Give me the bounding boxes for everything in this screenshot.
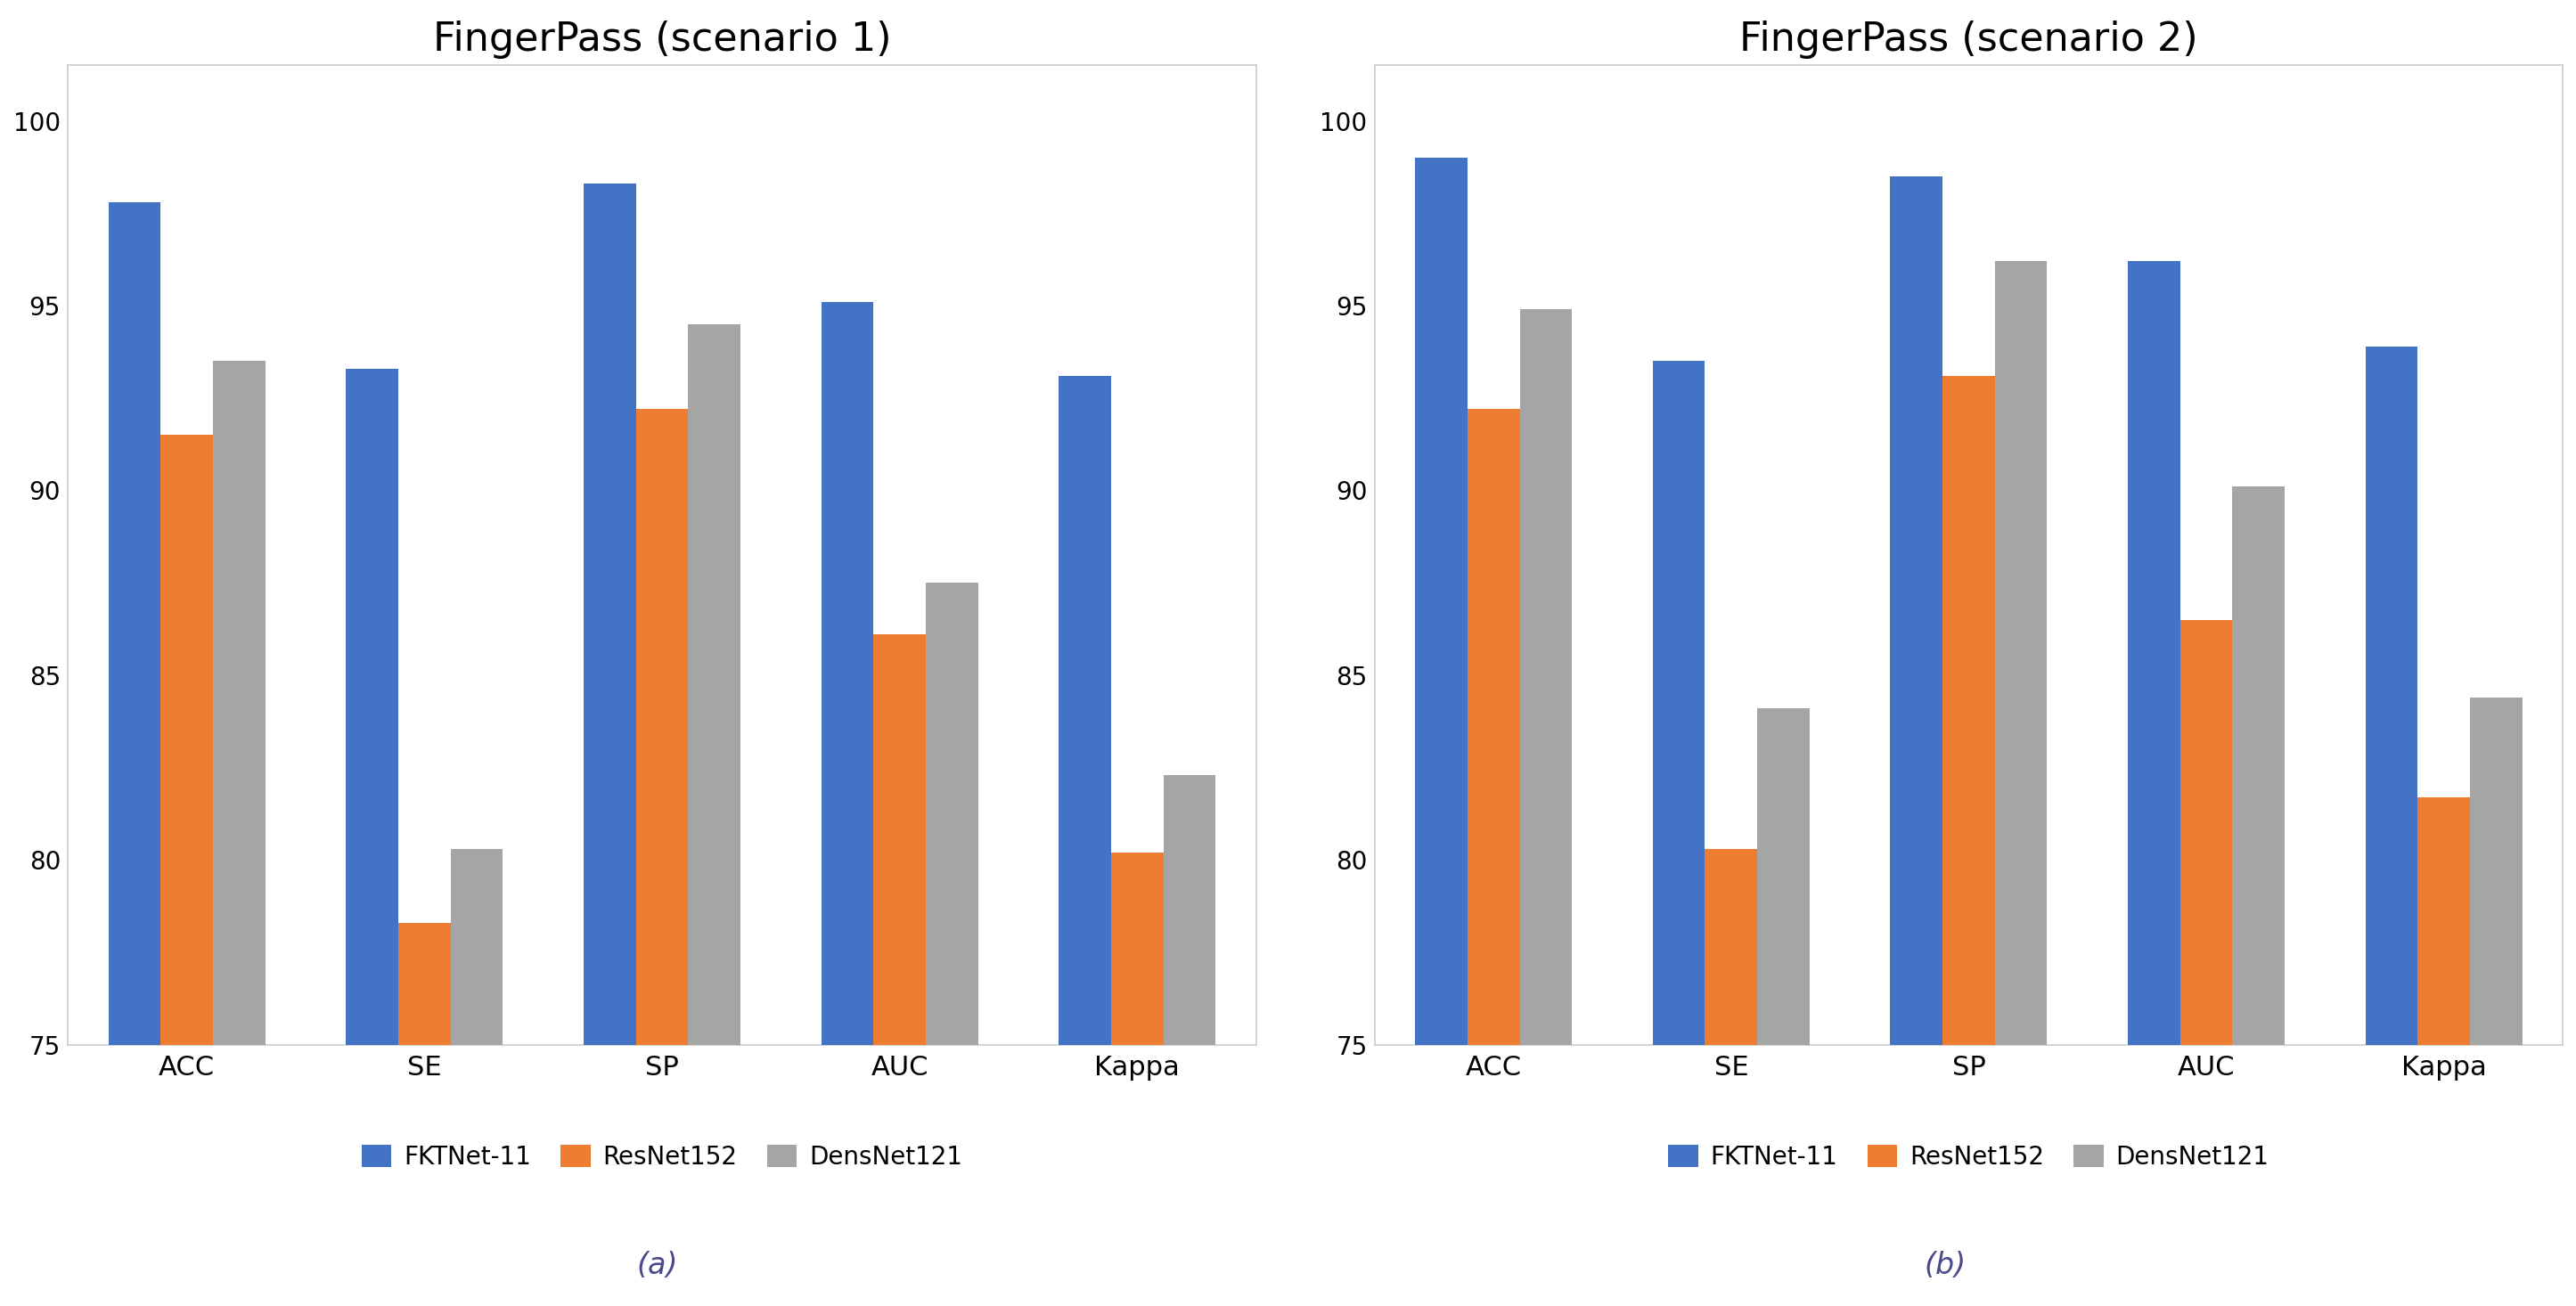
Bar (2470, 697, 2522, 1306)
Bar (925, 582, 979, 1306)
Bar (585, 184, 636, 1306)
Bar (1757, 708, 1808, 1306)
Bar (2128, 261, 2179, 1306)
Bar (822, 302, 873, 1306)
Bar (1468, 409, 1520, 1306)
Legend: FKTNet-11, ResNet152, DensNet121: FKTNet-11, ResNet152, DensNet121 (1659, 1135, 2280, 1179)
Text: (b): (b) (1924, 1250, 1965, 1280)
Title: FingerPass (scenario 1): FingerPass (scenario 1) (433, 20, 891, 59)
Bar (636, 409, 688, 1306)
Bar (1059, 376, 1110, 1306)
Bar (1164, 774, 1216, 1306)
Bar (2419, 797, 2470, 1306)
Bar (1705, 849, 1757, 1306)
Bar (1654, 360, 1705, 1306)
Bar (1414, 158, 1468, 1306)
Bar (1110, 853, 1164, 1306)
Title: FingerPass (scenario 2): FingerPass (scenario 2) (1739, 20, 2197, 59)
Bar (214, 360, 265, 1306)
Bar (160, 435, 214, 1306)
Text: (a): (a) (636, 1250, 677, 1280)
Bar (873, 635, 925, 1306)
Bar (451, 849, 502, 1306)
Bar (399, 923, 451, 1306)
Bar (345, 368, 399, 1306)
Bar (2365, 346, 2419, 1306)
Bar (108, 202, 160, 1306)
Bar (1520, 310, 1571, 1306)
Legend: FKTNet-11, ResNet152, DensNet121: FKTNet-11, ResNet152, DensNet121 (353, 1135, 971, 1179)
Bar (2233, 487, 2285, 1306)
Bar (1891, 176, 1942, 1306)
Bar (688, 324, 739, 1306)
Bar (1994, 261, 2048, 1306)
Bar (1942, 376, 1994, 1306)
Bar (2179, 620, 2233, 1306)
